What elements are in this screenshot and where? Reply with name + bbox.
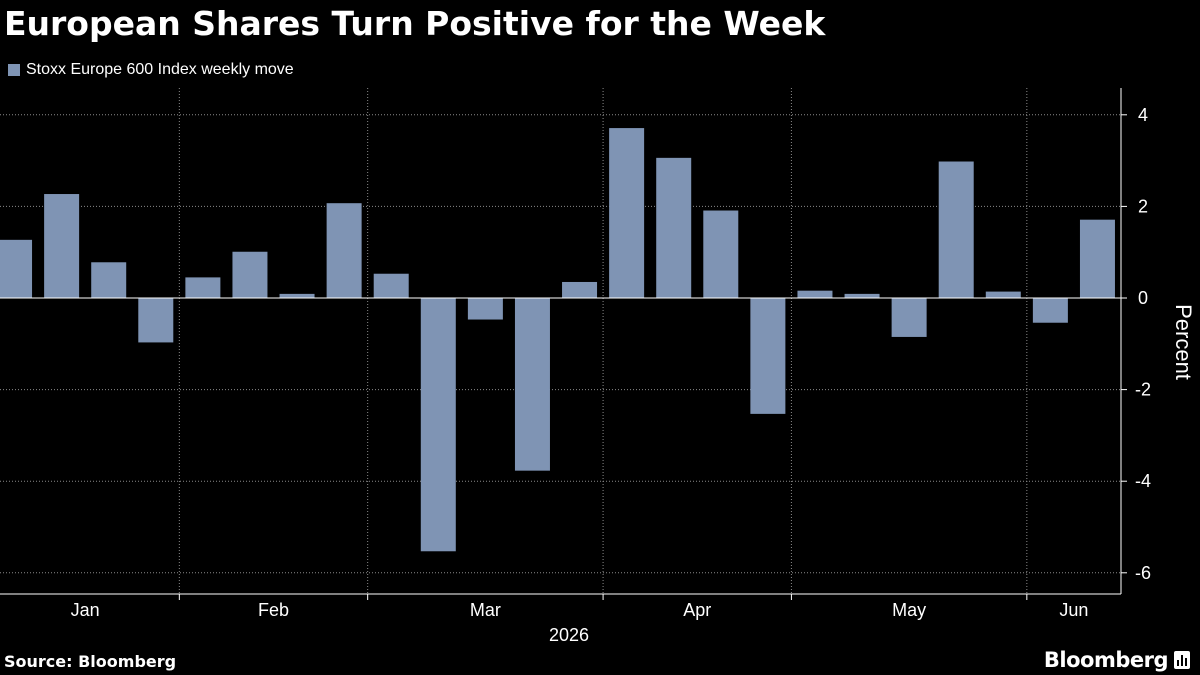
x-tick-label: May	[892, 600, 926, 620]
bar	[138, 298, 174, 343]
x-tick-label: Feb	[258, 600, 289, 620]
x-tick-label: Mar	[470, 600, 501, 620]
y-tick-label: 4	[1138, 105, 1148, 125]
bar	[703, 210, 739, 298]
bar	[656, 157, 692, 298]
bar	[514, 298, 550, 471]
bar	[1032, 298, 1068, 323]
brand-name: Bloomberg	[1043, 648, 1169, 672]
bar	[467, 298, 503, 320]
bar	[420, 298, 456, 552]
bar	[797, 290, 833, 298]
bar	[985, 291, 1021, 298]
bar	[562, 281, 598, 298]
bar	[232, 251, 268, 298]
bar	[609, 128, 645, 298]
y-tick-label: -4	[1135, 471, 1151, 491]
bar	[91, 262, 127, 298]
bar	[326, 203, 362, 298]
bar	[279, 293, 315, 298]
bar	[750, 298, 786, 414]
bloomberg-mark-icon	[1174, 651, 1190, 669]
y-tick-label: -6	[1135, 563, 1151, 583]
bar	[185, 277, 221, 298]
bar	[938, 161, 974, 298]
bar	[891, 298, 927, 337]
legend-swatch	[8, 64, 20, 76]
bar	[844, 293, 880, 298]
legend: Stoxx Europe 600 Index weekly move	[8, 61, 294, 79]
x-axis-title: 2026	[549, 625, 589, 645]
y-tick-label: 2	[1138, 196, 1148, 216]
bar	[0, 239, 33, 298]
bar	[44, 194, 80, 298]
bar	[1079, 219, 1115, 298]
y-tick-label: 0	[1138, 288, 1148, 308]
bar	[373, 273, 409, 298]
y-axis-title: Percent	[1171, 304, 1196, 380]
x-tick-label: Apr	[683, 600, 711, 620]
x-tick-label: Jun	[1059, 600, 1088, 620]
chart-title: European Shares Turn Positive for the We…	[4, 4, 826, 43]
x-tick-label: Jan	[71, 600, 100, 620]
y-tick-label: -2	[1135, 380, 1151, 400]
source-note: Source: Bloomberg	[4, 652, 177, 671]
brand-logo: Bloomberg	[1044, 648, 1190, 672]
legend-label: Stoxx Europe 600 Index weekly move	[26, 61, 294, 78]
